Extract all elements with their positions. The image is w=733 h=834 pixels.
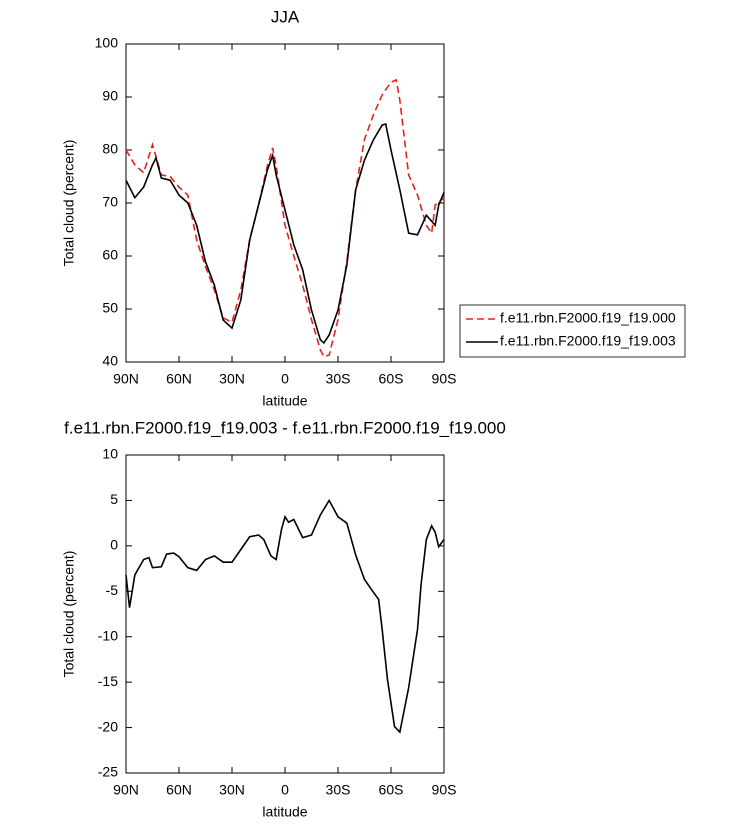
- chart-title: f.e11.rbn.F2000.f19_f19.003 - f.e11.rbn.…: [64, 418, 506, 437]
- y-tick-label: 5: [110, 491, 118, 507]
- y-tick-label: 60: [102, 247, 118, 263]
- x-axis-label: latitude: [262, 804, 307, 820]
- y-tick-label: 50: [102, 300, 118, 316]
- plot-frame: [125, 454, 445, 774]
- y-tick-label: 70: [102, 194, 118, 210]
- y-tick-label: -15: [98, 673, 118, 689]
- x-tick-label: 30N: [219, 371, 245, 387]
- x-tick-label: 30S: [326, 782, 351, 798]
- chart-title: JJA: [271, 7, 300, 26]
- y-tick-label: 0: [110, 537, 118, 553]
- data-line: [125, 498, 445, 734]
- x-tick-label: 90S: [432, 371, 457, 387]
- plot-frame: [125, 43, 445, 363]
- x-tick-label: 0: [281, 782, 289, 798]
- y-tick-label: 90: [102, 88, 118, 104]
- x-axis-label: latitude: [262, 393, 307, 409]
- data-line: [125, 123, 445, 345]
- data-line: [125, 78, 445, 358]
- y-axis-label: Total cloud (percent): [61, 551, 77, 678]
- y-tick-label: 100: [95, 35, 119, 51]
- x-tick-label: 0: [281, 371, 289, 387]
- y-tick-label: -10: [98, 627, 118, 643]
- legend-label: f.e11.rbn.F2000.f19_f19.000: [500, 310, 676, 326]
- legend-box: [459, 304, 686, 358]
- x-tick-label: 30N: [219, 782, 245, 798]
- y-axis-label: Total cloud (percent): [61, 140, 77, 267]
- y-tick-label: 40: [102, 353, 118, 369]
- x-tick-label: 60N: [166, 371, 192, 387]
- legend-label: f.e11.rbn.F2000.f19_f19.003: [500, 333, 676, 349]
- x-tick-label: 90N: [113, 371, 139, 387]
- x-tick-label: 60S: [379, 371, 404, 387]
- y-tick-label: 10: [102, 446, 118, 462]
- y-tick-label: 80: [102, 141, 118, 157]
- x-tick-label: 60S: [379, 782, 404, 798]
- x-tick-label: 90S: [432, 782, 457, 798]
- y-tick-label: -20: [98, 718, 118, 734]
- y-tick-label: -5: [106, 582, 119, 598]
- y-tick-label: -25: [98, 764, 118, 780]
- x-tick-label: 90N: [113, 782, 139, 798]
- x-tick-label: 60N: [166, 782, 192, 798]
- x-tick-label: 30S: [326, 371, 351, 387]
